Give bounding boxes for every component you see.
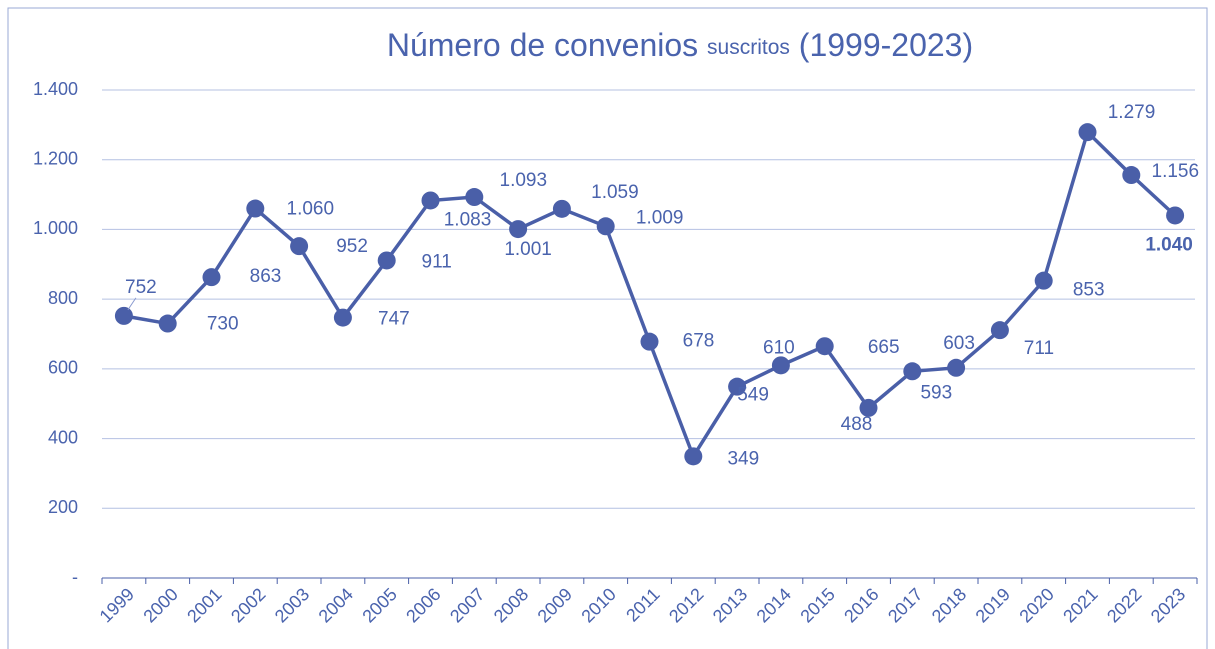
data-label: 711 [1024,338,1054,359]
data-label: 730 [207,314,239,335]
x-tick-label: 2012 [665,584,707,626]
data-label: 1.156 [1152,161,1200,182]
x-tick-label: 2011 [622,584,664,626]
y-tick-label: 1.000 [33,218,78,238]
data-point [947,358,966,377]
x-tick-label: 2017 [884,584,926,626]
data-point [1034,271,1053,290]
data-label: 863 [250,266,282,287]
x-tick-label: 2003 [271,584,313,626]
x-tick-label: 2004 [315,584,357,626]
x-tick-label: 2019 [972,584,1014,626]
data-point [640,332,659,351]
x-tick-label: 2022 [1103,584,1145,626]
x-tick-label: 2020 [1015,584,1057,626]
data-point [1078,123,1097,142]
x-tick-label: 2010 [577,584,619,626]
y-tick-label: 1.200 [33,148,78,168]
chart-title: Número de convenios suscritos (1999-2023… [387,27,973,63]
data-label: 911 [422,251,452,272]
chart-frame [7,7,1208,649]
data-label: 488 [841,414,873,435]
x-tick-label: 2014 [753,584,795,626]
data-label: 665 [868,337,900,358]
data-point [421,191,440,210]
x-tick-label: 2009 [534,584,576,626]
data-label: 1.040 [1145,235,1193,256]
data-label: 747 [378,309,410,330]
title-part: Número de convenios [387,27,698,63]
y-tick-label: 600 [48,358,78,378]
data-point [246,199,265,218]
x-tick-label: 2005 [358,584,400,626]
data-label: 603 [943,333,975,354]
data-label: 1.093 [500,170,548,191]
data-point [158,314,177,333]
data-label: 1.001 [504,239,552,260]
data-label: 593 [920,382,952,403]
data-point [596,217,615,236]
x-tick-label: 2018 [928,584,970,626]
x-tick-label: 2008 [490,584,532,626]
y-tick-label: 400 [48,427,78,447]
data-label: 1.083 [444,210,492,231]
data-line [123,128,1177,461]
x-tick-label: 2021 [1059,584,1101,626]
data-point [728,377,747,396]
data-point [377,251,396,270]
data-point [114,306,133,325]
data-point [290,237,309,256]
data-label: 678 [683,331,715,352]
y-tick-label: 800 [48,288,78,308]
y-tick-label: - [72,567,78,587]
data-point [859,398,878,417]
data-point [552,199,571,218]
data-point [1122,166,1141,185]
data-point [903,362,922,381]
x-tick-label: 2016 [840,584,882,626]
title-part: (1999-2023) [799,27,973,63]
data-point [1166,206,1185,225]
data-point [202,268,221,287]
data-point [771,356,790,375]
x-tick-label: 2023 [1147,584,1189,626]
x-tick-label: 2007 [446,584,488,626]
data-label: 1.059 [591,182,639,203]
y-tick-label: 1.400 [33,79,78,99]
x-tick-label: 2000 [139,584,181,626]
data-point [684,447,703,466]
data-point [509,220,528,239]
x-tick-label: 2002 [227,584,269,626]
data-point [990,321,1009,340]
data-label: 752 [125,277,157,298]
data-point [333,308,352,327]
data-point [465,188,484,207]
data-label: 1.009 [636,207,684,228]
y-tick-label: 200 [48,497,78,517]
data-label: 349 [727,448,759,469]
data-label: 952 [336,236,368,257]
data-label: 853 [1073,280,1105,301]
data-point [815,337,834,356]
leader-line [127,297,137,311]
x-tick-label: 2001 [183,584,225,626]
x-tick-label: 2013 [709,584,751,626]
data-label: 1.279 [1108,102,1156,123]
x-tick-label: 2006 [402,584,444,626]
x-tick-label: 1999 [96,584,138,626]
data-label: 610 [763,337,795,358]
data-label: 1.060 [287,199,335,220]
x-tick-label: 2015 [796,584,838,626]
title-part: suscritos [707,36,790,59]
data-label: 549 [737,385,769,406]
